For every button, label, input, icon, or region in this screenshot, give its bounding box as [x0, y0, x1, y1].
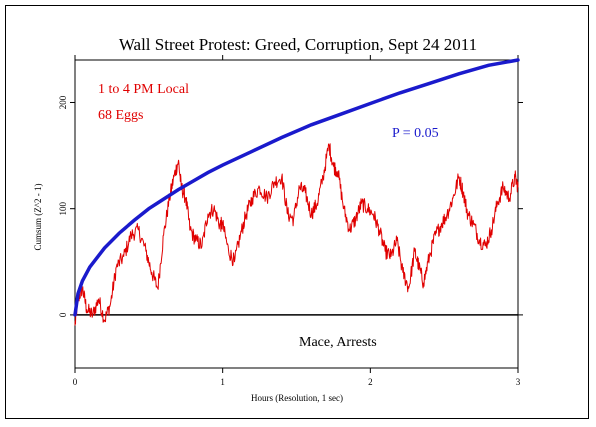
x-tick-label: 3: [516, 377, 521, 387]
annotation-event: Mace, Arrests: [299, 335, 377, 350]
x-axis-ticks: 0 1 2 3: [73, 55, 521, 387]
y-tick-label: 100: [58, 201, 68, 215]
annotation-eggs: 68 Eggs: [98, 108, 144, 123]
y-tick-label: 0: [58, 312, 68, 317]
annotation-time-window: 1 to 4 PM Local: [98, 82, 189, 97]
x-tick-label: 1: [220, 377, 225, 387]
y-tick-label: 200: [58, 95, 68, 109]
x-axis-label: Hours (Resolution, 1 sec): [251, 393, 343, 403]
chart-frame: [5, 5, 589, 419]
annotation-p-value: P = 0.05: [392, 126, 439, 141]
data-series-p005-envelope: [73, 58, 520, 317]
x-tick-label: 0: [73, 377, 78, 387]
y-axis-label: Cumsum (Z^2 - 1): [33, 184, 43, 251]
chart-title: Wall Street Protest: Greed, Corruption, …: [119, 35, 477, 54]
data-series-cumsum: [74, 143, 519, 326]
x-tick-label: 2: [368, 377, 373, 387]
y-axis-ticks: 0 100 200: [58, 95, 523, 317]
plot-area: [74, 59, 519, 369]
